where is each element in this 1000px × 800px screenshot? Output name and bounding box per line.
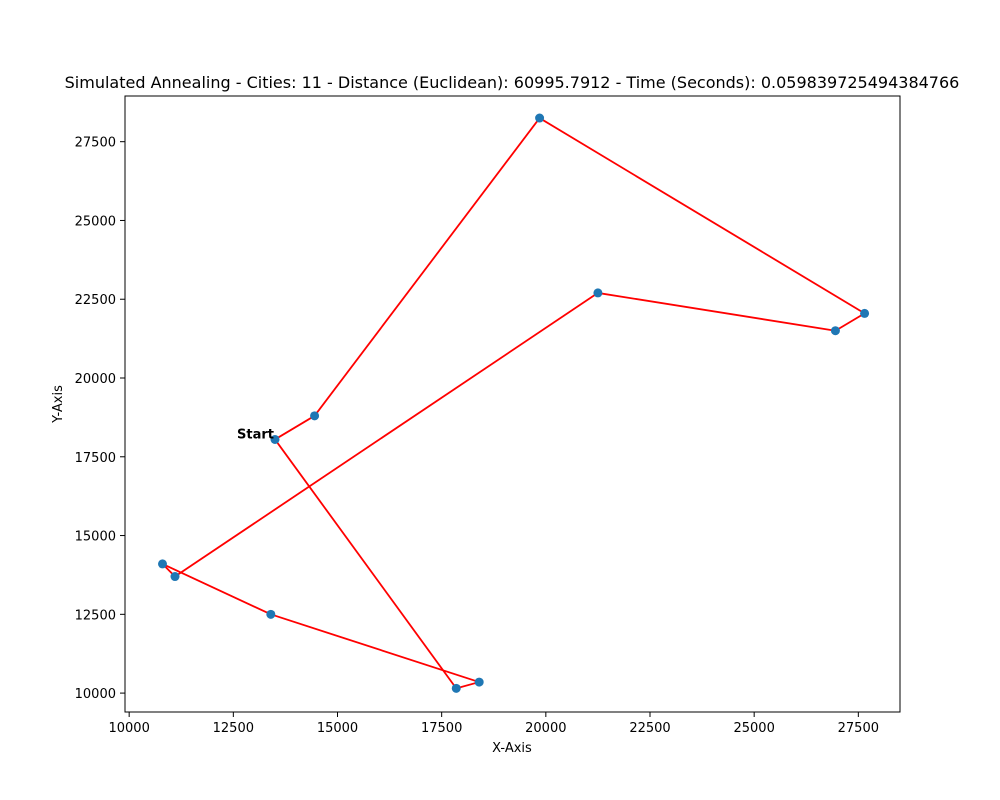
route-segment [174, 292, 599, 578]
plot-frame [124, 95, 901, 713]
city-point [860, 308, 870, 318]
route-segment [162, 563, 272, 616]
y-tick-label: 25000 [75, 214, 116, 229]
city-point [266, 609, 276, 619]
route-segment [274, 415, 316, 441]
city-point [593, 288, 603, 298]
x-tick-label: 25000 [733, 721, 774, 736]
route-segment [270, 613, 480, 683]
city-points [158, 113, 870, 693]
y-tick-label: 20000 [75, 372, 116, 387]
y-tick-label: 15000 [75, 530, 116, 545]
x-tick-label: 10000 [108, 721, 149, 736]
x-axis: 10000 12500 15000 17500 20000 22500 25000 27500 [108, 712, 879, 736]
y-axis-label: Y-Axis [51, 385, 66, 424]
y-tick-label: 22500 [75, 293, 116, 308]
x-tick-label: 20000 [525, 721, 566, 736]
city-point [170, 572, 180, 582]
x-tick-label: 22500 [629, 721, 670, 736]
chart-title: Simulated Annealing - Cities: 11 - Dista… [65, 73, 960, 92]
y-tick-label: 12500 [75, 608, 116, 623]
city-point [830, 326, 840, 336]
route-segment [313, 117, 541, 417]
x-tick-label: 27500 [838, 721, 879, 736]
x-tick-label: 12500 [213, 721, 254, 736]
route-segment [597, 292, 836, 332]
city-point [451, 683, 461, 693]
city-point [270, 434, 280, 444]
x-tick-label: 15000 [317, 721, 358, 736]
route-layer [161, 117, 866, 690]
city-point [474, 677, 484, 687]
city-point [535, 113, 545, 123]
city-point [158, 559, 167, 569]
route-segment [834, 312, 866, 332]
route-segment [274, 438, 457, 689]
x-tick-label: 17500 [421, 721, 462, 736]
route-segment [539, 117, 866, 315]
start-label: Start [237, 427, 274, 442]
y-tick-label: 27500 [75, 136, 116, 151]
y-tick-label: 10000 [75, 687, 116, 702]
city-point [310, 411, 320, 421]
y-tick-label: 17500 [75, 451, 116, 466]
y-axis: 10000 12500 15000 17500 20000 22500 25000 27500 [75, 136, 125, 702]
x-axis-label: X-Axis [492, 741, 532, 756]
